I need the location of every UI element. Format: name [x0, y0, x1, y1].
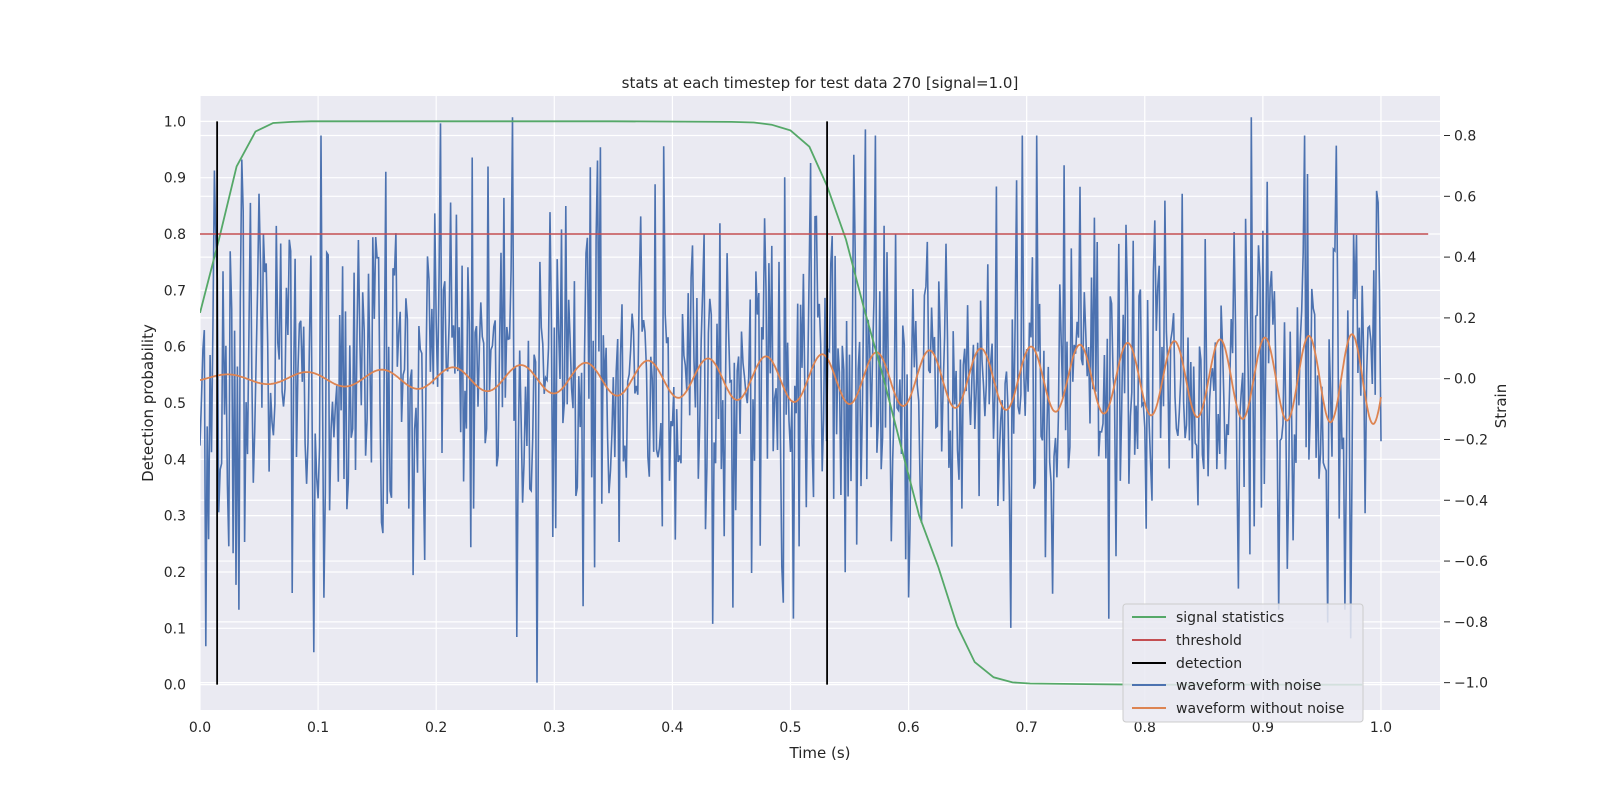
legend-label-threshold: threshold: [1176, 633, 1242, 649]
x-axis-ticks: 0.0 0.1 0.2 0.3 0.4 0.5 0.6 0.7 0.8 0.9 1.0: [189, 720, 1392, 736]
y-tick-label: 0.7: [164, 283, 186, 299]
y-tick-label: 0.4: [164, 452, 186, 468]
y2-tick-label: −0.8: [1454, 615, 1488, 631]
y-tick-label: 0.6: [164, 340, 186, 356]
detection-lines: [216, 121, 828, 685]
y2-tick-label: −0.4: [1454, 493, 1488, 509]
y-tick-label: 0.5: [164, 396, 186, 412]
legend: signal statistics threshold detection wa…: [1122, 603, 1364, 723]
series-layer: [200, 117, 1429, 686]
waveform-without-noise-line: [200, 333, 1382, 426]
y-axis-ticks: 0.0 0.1 0.2 0.3 0.4 0.5 0.6 0.7 0.8 0.9 1.0: [164, 114, 186, 693]
legend-label-signal-statistics: signal statistics: [1176, 610, 1284, 626]
x-tick-label: 0.3: [543, 720, 565, 736]
y-tick-label: 0.1: [164, 621, 186, 637]
y2-tick-label: 0.0: [1454, 372, 1476, 388]
x-tick-label: 0.1: [307, 720, 329, 736]
y2-axis-title: Strain: [1492, 384, 1510, 428]
y-tick-label: 0.9: [164, 171, 186, 187]
y2-tick-label: −0.2: [1454, 432, 1488, 448]
legend-box: [1122, 603, 1364, 723]
y2-axis-ticks: −1.0 −0.8 −0.6 −0.4 −0.2 0.0 0.2 0.4 0.6 0.8: [1444, 129, 1488, 692]
x-tick-label: 0.5: [779, 720, 801, 736]
y-axis-title: Detection probability: [139, 324, 157, 482]
x-tick-label: 0.6: [897, 720, 919, 736]
y2-tick-label: 0.4: [1454, 250, 1476, 266]
x-tick-label: 0.7: [1016, 720, 1038, 736]
y2-tick-label: −0.6: [1454, 554, 1488, 570]
y-tick-label: 0.3: [164, 509, 186, 525]
y-tick-label: 0.8: [164, 227, 186, 243]
x-axis-title: Time (s): [789, 744, 851, 762]
x-tick-label: 0.0: [189, 720, 211, 736]
waveform-with-noise-line: [200, 117, 1382, 683]
y2-tick-label: 0.6: [1454, 189, 1476, 205]
legend-label-waveform-with-noise: waveform with noise: [1176, 678, 1321, 694]
legend-label-waveform-without-noise: waveform without noise: [1176, 701, 1344, 717]
y-tick-label: 1.0: [164, 114, 186, 130]
y-tick-label: 0.0: [164, 678, 186, 694]
y2-tick-label: 0.8: [1454, 129, 1476, 145]
x-tick-label: 1.0: [1370, 720, 1392, 736]
y-tick-label: 0.2: [164, 565, 186, 581]
y2-tick-label: −1.0: [1454, 676, 1488, 692]
x-tick-label: 0.4: [661, 720, 683, 736]
y2-tick-label: 0.2: [1454, 311, 1476, 327]
x-tick-label: 0.9: [1252, 720, 1274, 736]
chart-title: stats at each timestep for test data 270…: [622, 74, 1019, 92]
x-tick-label: 0.2: [425, 720, 447, 736]
x-tick-label: 0.8: [1134, 720, 1156, 736]
legend-label-detection: detection: [1176, 656, 1242, 672]
